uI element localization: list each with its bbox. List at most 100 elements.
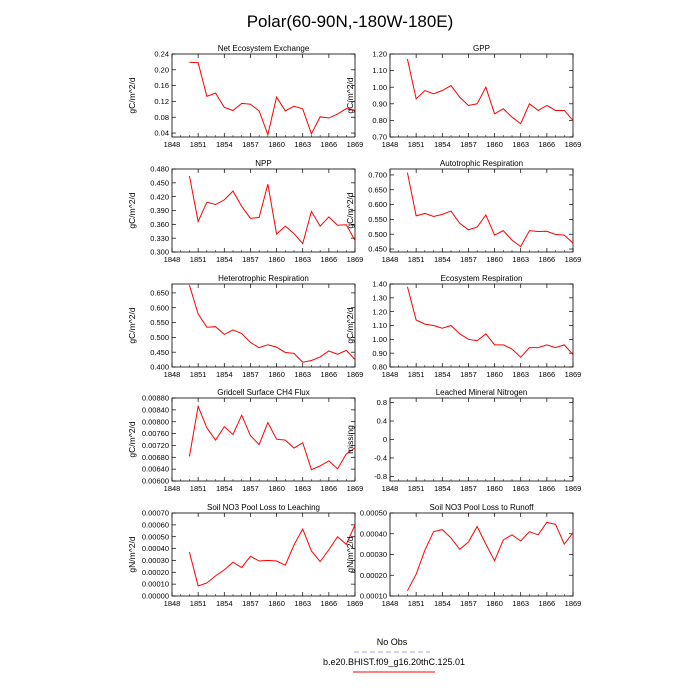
series-line	[188, 404, 356, 471]
x-tick-label: 1851	[190, 370, 207, 379]
panel-7: Gridcell Surface CH4 Flux gC/m^2/d 0.00600…	[127, 388, 363, 493]
x-tick-label: 1863	[294, 140, 311, 149]
series-line	[406, 58, 574, 125]
y-axis-label: gN/m^2/d	[127, 536, 137, 572]
x-tick-label: 1857	[460, 140, 477, 149]
x-tick-label: 1863	[512, 599, 529, 608]
plot-frame	[171, 168, 356, 253]
y-tick-label: 0.00050	[360, 509, 387, 518]
y-tick-label: 0.390	[150, 206, 169, 215]
x-tick-label: 1848	[382, 484, 399, 493]
y-tick-label: 0.00030	[360, 550, 387, 559]
y-tick-label: 1.10	[372, 66, 387, 75]
y-tick-label: 0.8	[377, 398, 387, 407]
x-tick-label: 1854	[216, 599, 233, 608]
x-tick-label: 1854	[434, 255, 451, 264]
panel-2: GPP gC/m^2/d 0.70 0.80 0.90 1.00 1.10 1.20 1848 1…	[345, 44, 581, 149]
x-tick-label: 1857	[460, 599, 477, 608]
x-tick-label: 1863	[294, 255, 311, 264]
x-tick-label: 1860	[486, 599, 503, 608]
y-tick-label: 0.00640	[142, 465, 169, 474]
y-tick-label: 0.360	[150, 220, 169, 229]
x-tick-label: 1860	[268, 484, 285, 493]
panel-title: Soil NO3 Pool Loss to Leaching	[207, 503, 320, 512]
x-tick-label: 1854	[216, 484, 233, 493]
legend-model-label: b.e20.BHIST.f09_g16.20thC.125.01	[323, 657, 465, 667]
x-tick-label: 1848	[164, 255, 181, 264]
y-axis-label: gC/m^2/d	[127, 77, 137, 113]
x-tick-label: 1860	[268, 255, 285, 264]
y-tick-label: 0.600	[368, 200, 387, 209]
series-line	[188, 285, 356, 363]
y-tick-label: -0.8	[374, 472, 387, 481]
panel-4: Autotrophic Respiration gC/m^2/d 0.450 0.50…	[345, 159, 581, 264]
y-tick-label: 1.00	[372, 83, 387, 92]
panel-title: NPP	[255, 159, 271, 168]
panel-10: Soil NO3 Pool Loss to Runoff gN/m^2/d 0.00…	[345, 503, 581, 608]
plot-frame	[171, 397, 356, 482]
plot-frame	[389, 53, 574, 138]
y-tick-label: 0.90	[372, 349, 387, 358]
x-tick-label: 1863	[512, 484, 529, 493]
panel-9: Soil NO3 Pool Loss to Leaching gN/m^2/d 0.…	[127, 503, 363, 608]
y-tick-label: 0.450	[368, 245, 387, 254]
x-tick-label: 1869	[347, 484, 364, 493]
x-tick-label: 1863	[512, 140, 529, 149]
x-tick-label: 1860	[486, 255, 503, 264]
x-tick-label: 1848	[382, 140, 399, 149]
plot-frame	[389, 397, 574, 482]
y-tick-label: 1.40	[372, 280, 387, 289]
x-tick-label: 1866	[539, 370, 556, 379]
x-tick-label: 1851	[190, 140, 207, 149]
x-tick-label: 1851	[190, 255, 207, 264]
x-tick-label: 1869	[347, 140, 364, 149]
y-tick-label: 0.70	[372, 133, 387, 142]
y-axis-label: missing	[345, 425, 355, 454]
y-tick-label: 1.30	[372, 293, 387, 302]
plot-frame	[171, 283, 356, 368]
x-tick-label: 1848	[382, 599, 399, 608]
x-tick-label: 1860	[486, 370, 503, 379]
x-tick-label: 1848	[164, 599, 181, 608]
x-tick-label: 1863	[512, 370, 529, 379]
x-tick-label: 1848	[382, 255, 399, 264]
x-tick-label: 1851	[408, 370, 425, 379]
y-tick-label: 0.90	[372, 99, 387, 108]
x-tick-label: 1866	[539, 140, 556, 149]
x-tick-label: 1854	[434, 140, 451, 149]
x-tick-label: 1854	[216, 370, 233, 379]
x-tick-label: 1857	[460, 484, 477, 493]
y-tick-label: 0.500	[150, 333, 169, 342]
x-tick-label: 1851	[408, 255, 425, 264]
y-tick-label: 1.20	[372, 50, 387, 59]
x-tick-label: 1854	[434, 484, 451, 493]
x-tick-label: 1869	[565, 484, 582, 493]
plot-frame	[389, 512, 574, 597]
plot-frame	[171, 53, 356, 138]
panel-title: Ecosystem Respiration	[441, 274, 523, 283]
x-tick-label: 1866	[321, 599, 338, 608]
y-tick-label: 0.650	[150, 288, 169, 297]
x-tick-label: 1857	[242, 484, 259, 493]
y-tick-label: 0.00680	[142, 453, 169, 462]
y-tick-label: 0.550	[150, 318, 169, 327]
x-tick-label: 1857	[460, 255, 477, 264]
panel-1: Net Ecosystem Exchange gC/m^2/d 0.04 0.08 0.…	[127, 44, 363, 149]
y-tick-label: 1.10	[372, 321, 387, 330]
x-tick-label: 1848	[382, 370, 399, 379]
panel-6: Ecosystem Respiration gC/m^2/d 0.80 0.90 1.0…	[345, 274, 581, 379]
y-tick-label: 0.420	[150, 192, 169, 201]
x-tick-label: 1863	[294, 370, 311, 379]
x-tick-label: 1869	[565, 599, 582, 608]
x-tick-label: 1854	[216, 255, 233, 264]
legend-no-obs-label: No Obs	[377, 637, 408, 647]
x-tick-label: 1866	[539, 484, 556, 493]
x-tick-label: 1866	[321, 140, 338, 149]
panel-5: Heterotrophic Respiration gC/m^2/d 0.400 0.…	[127, 274, 363, 379]
plot-frame	[389, 283, 574, 368]
x-tick-label: 1869	[565, 370, 582, 379]
y-tick-label: 0.00000	[142, 592, 169, 601]
y-tick-label: -0.4	[374, 454, 387, 463]
x-tick-label: 1857	[242, 370, 259, 379]
y-tick-label: 0.00760	[142, 429, 169, 438]
